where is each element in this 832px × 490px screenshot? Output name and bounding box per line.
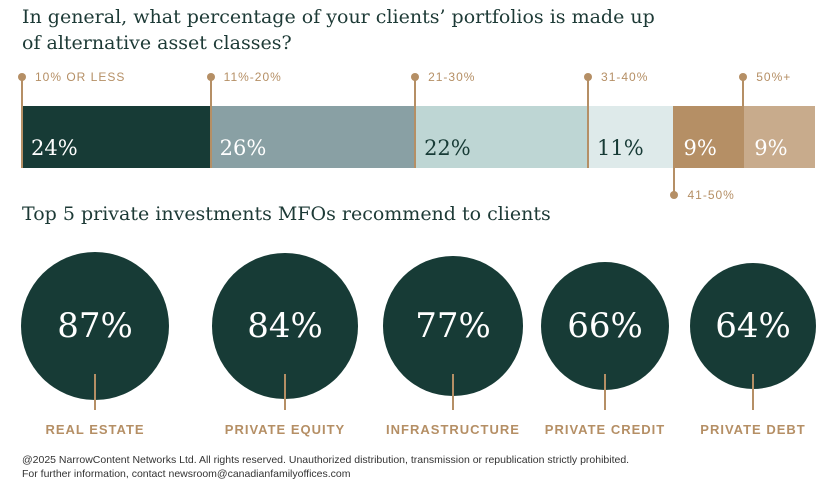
bubble-label: PRIVATE DEBT	[700, 422, 806, 437]
segment-value-label: 9%	[683, 136, 717, 160]
footer-copyright: @2025 NarrowContent Networks Ltd. All ri…	[22, 454, 630, 466]
bubble-label: REAL ESTATE	[45, 422, 145, 437]
category-label: 10% OR LESS	[35, 70, 126, 84]
segment-value-label: 22%	[424, 136, 471, 160]
footer: @2025 NarrowContent Networks Ltd. All ri…	[22, 453, 629, 481]
bubble: 66%	[540, 261, 670, 391]
section-title: Top 5 private investments MFOs recommend…	[22, 203, 551, 225]
segment-value-label: 11%	[597, 136, 644, 160]
bar-segment: 24%	[21, 106, 210, 168]
marker-line	[414, 77, 417, 168]
bubble-connector	[94, 374, 96, 410]
bubble-label: PRIVATE CREDIT	[544, 422, 666, 437]
segment-value-label: 9%	[754, 136, 788, 160]
marker-dot	[18, 73, 26, 81]
bar-segment: 26%	[209, 106, 415, 168]
bar-segment: 9%	[673, 106, 745, 168]
bubble-connector	[752, 374, 754, 410]
marker-line	[587, 77, 590, 168]
marker-line	[21, 77, 23, 168]
bubble: 77%	[383, 256, 523, 396]
marker-line	[673, 106, 676, 194]
category-label: 41-50%	[687, 188, 735, 202]
marker-line	[742, 77, 745, 168]
question-title: In general, what percentage of your clie…	[22, 6, 655, 54]
marker-dot	[206, 73, 215, 81]
category-label: 11%-20%	[223, 70, 282, 84]
bubble: 64%	[689, 262, 817, 390]
category-label: 21-30%	[428, 70, 476, 84]
bubble-label: INFRASTRUCTURE	[386, 422, 520, 437]
bar-segment: 11%	[587, 106, 674, 168]
marker-dot	[584, 73, 593, 81]
marker-dot	[670, 191, 679, 199]
bubble-connector	[604, 374, 606, 410]
category-label: 31-40%	[601, 70, 649, 84]
marker-line	[209, 77, 212, 168]
bar-segment: 22%	[414, 106, 587, 168]
bubble-connector	[284, 374, 286, 410]
bubble-connector	[452, 374, 454, 410]
bar-segment: 9%	[744, 106, 815, 168]
segment-value-label: 26%	[219, 136, 267, 160]
marker-dot	[739, 73, 748, 81]
bubble-label: PRIVATE EQUITY	[224, 422, 346, 437]
footer-contact: For further information, contact newsroo…	[22, 468, 351, 480]
segment-value-label: 24%	[31, 136, 78, 160]
marker-dot	[411, 73, 420, 81]
category-label: 50%+	[756, 70, 792, 84]
